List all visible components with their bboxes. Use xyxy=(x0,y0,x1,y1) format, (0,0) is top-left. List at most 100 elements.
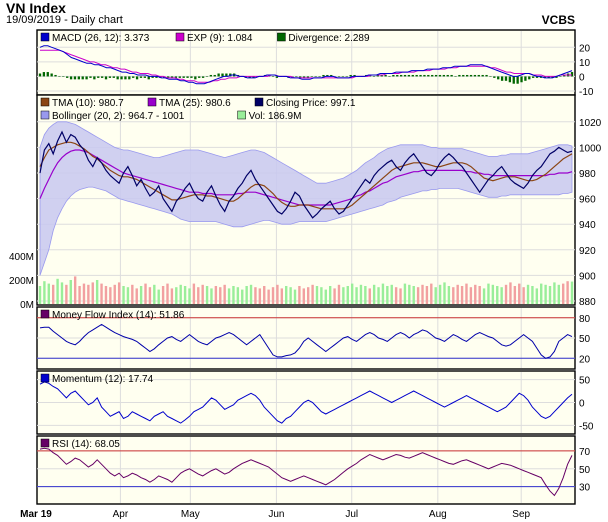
volume-bar xyxy=(117,282,121,304)
volume-bar xyxy=(504,284,508,304)
volume-bar xyxy=(232,286,235,304)
divergence-bar xyxy=(532,76,535,78)
volume-bar xyxy=(513,286,517,304)
volume-bar xyxy=(188,288,191,304)
y-tick-label: 50 xyxy=(579,465,591,476)
divergence-bar xyxy=(434,74,438,77)
divergence-bar xyxy=(62,76,65,77)
divergence-bar xyxy=(170,76,174,78)
volume-bar xyxy=(47,283,50,304)
volume-bar xyxy=(249,284,253,304)
divergence-bar xyxy=(38,73,42,77)
volume-bar xyxy=(328,286,332,304)
legend-label: Momentum (12): 17.74 xyxy=(52,374,154,385)
volume-bar xyxy=(535,288,539,304)
divergence-bar xyxy=(469,74,473,77)
volume-bar xyxy=(170,288,174,304)
divergence-bar xyxy=(450,74,453,77)
divergence-bar xyxy=(275,76,279,78)
divergence-bar xyxy=(112,76,115,78)
y-tick-label: 80 xyxy=(579,314,591,325)
divergence-bar xyxy=(229,73,232,77)
volume-bar xyxy=(91,282,94,304)
volume-bar xyxy=(443,282,446,304)
divergence-bar xyxy=(481,74,484,77)
volume-bar xyxy=(139,286,143,304)
volume-bar xyxy=(430,283,433,304)
volume-bar xyxy=(289,287,292,304)
divergence-bar xyxy=(104,76,108,80)
divergence-bar xyxy=(186,76,189,78)
divergence-bar xyxy=(135,76,139,80)
volume-bar xyxy=(548,286,552,304)
divergence-bar xyxy=(438,74,442,77)
divergence-bar xyxy=(73,76,77,80)
divergence-bar xyxy=(100,76,104,78)
x-tick-label: May xyxy=(181,509,200,520)
legend-swatch xyxy=(40,32,50,42)
divergence-bar xyxy=(555,76,558,78)
volume-bar xyxy=(210,288,213,304)
divergence-bar xyxy=(89,76,92,78)
volume-bar xyxy=(350,283,354,304)
divergence-bar xyxy=(380,74,383,77)
divergence-bar xyxy=(120,76,123,80)
y-tick-label: 70 xyxy=(579,447,591,458)
volume-bar xyxy=(390,284,393,304)
legend-swatch xyxy=(237,110,246,120)
volume-bar xyxy=(263,286,266,304)
volume-bar xyxy=(320,287,323,304)
volume-bar xyxy=(69,280,72,304)
volume-bar xyxy=(236,287,240,304)
volume-bar xyxy=(104,286,108,304)
volume-bar xyxy=(214,286,218,304)
volume-bar xyxy=(113,284,116,304)
volume-bar xyxy=(557,284,561,304)
y-tick-label: 960 xyxy=(579,195,596,206)
y-tick-label: 1000 xyxy=(579,143,602,154)
volume-bar xyxy=(346,286,349,304)
divergence-bar xyxy=(539,76,543,78)
divergence-bar xyxy=(353,74,356,77)
divergence-bar xyxy=(139,76,143,78)
legend-swatch xyxy=(254,97,264,107)
volume-bar xyxy=(496,286,499,304)
divergence-bar xyxy=(178,76,181,78)
divergence-bar xyxy=(396,74,399,77)
volume-bar xyxy=(43,281,46,304)
macd-line xyxy=(39,45,573,85)
divergence-bar xyxy=(497,76,500,80)
divergence-bar xyxy=(209,74,213,77)
volume-bar xyxy=(456,284,459,304)
volume-bar xyxy=(280,288,284,304)
volume-bar xyxy=(337,284,341,304)
closing-price-line xyxy=(39,130,573,219)
volume-bar xyxy=(223,284,226,304)
volume-bar xyxy=(197,287,200,304)
volume-bar xyxy=(425,286,429,304)
divergence-bar xyxy=(442,74,446,77)
divergence-bar xyxy=(547,76,550,78)
y-tick-label: 900 xyxy=(579,271,596,282)
divergence-bar xyxy=(535,76,539,78)
vol-tick-label: 200M xyxy=(9,276,34,287)
divergence-bar xyxy=(508,76,512,83)
divergence-bar xyxy=(500,76,504,81)
volume-bar xyxy=(364,286,367,304)
volume-bar xyxy=(416,287,420,304)
volume-bar xyxy=(509,282,512,304)
y-tick-label: 1020 xyxy=(579,118,602,129)
volume-bar xyxy=(526,284,530,304)
divergence-bar xyxy=(248,76,251,78)
volume-bar xyxy=(78,286,81,304)
volume-bar xyxy=(183,286,187,304)
volume-bar xyxy=(219,287,222,304)
volume-bar xyxy=(566,281,569,304)
divergence-bar xyxy=(66,76,69,78)
divergence-bar xyxy=(306,76,310,78)
divergence-bar xyxy=(388,76,391,77)
volume-bar xyxy=(333,288,336,304)
volume-bar xyxy=(302,288,306,304)
bollinger-band xyxy=(39,121,573,276)
divergence-bar xyxy=(376,74,379,77)
